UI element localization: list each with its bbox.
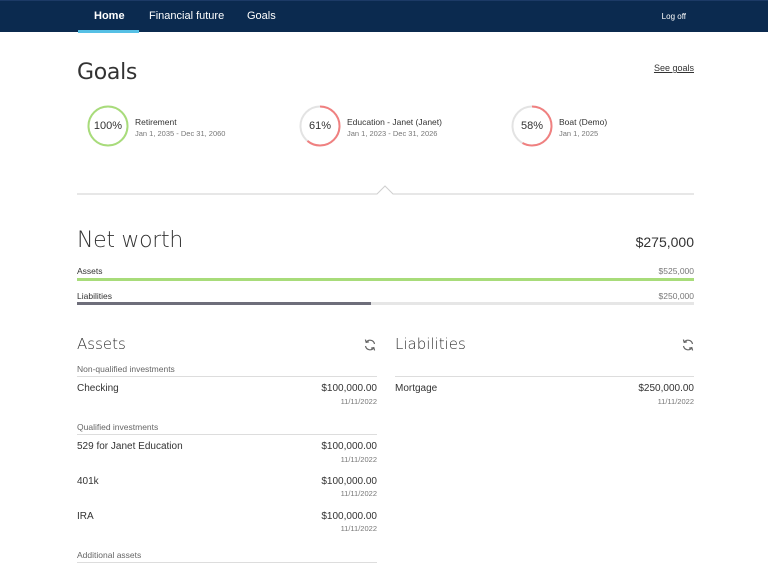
group-divider — [77, 434, 377, 435]
goal-dates: Jan 1, 2035 - Dec 31, 2060 — [135, 129, 226, 138]
net-worth-value: $275,000 — [635, 234, 694, 250]
liability-date: 11/11/2022 — [657, 397, 694, 406]
group-label-qualified: Qualified investments — [77, 422, 159, 432]
group-divider — [77, 376, 377, 377]
asset-name: Checking — [77, 383, 119, 394]
nav-financial-future[interactable]: Financial future — [149, 10, 225, 22]
asset-amount: $100,000.00 — [321, 511, 377, 522]
goal-name: Education - Janet (Janet) — [347, 117, 442, 127]
asset-amount: $100,000.00 — [321, 476, 377, 487]
asset-date: 11/11/2022 — [340, 455, 377, 464]
goal-progress-ring — [299, 105, 341, 147]
goal-dates: Jan 1, 2023 - Dec 31, 2026 — [347, 129, 438, 138]
asset-amount: $100,000.00 — [321, 383, 377, 394]
goal-dates: Jan 1, 2025 — [559, 129, 599, 138]
section-divider — [77, 185, 694, 195]
nav-active-indicator — [78, 30, 139, 33]
group-divider — [77, 562, 377, 563]
assets-bar-value: $525,000 — [658, 266, 694, 276]
goal-name: Retirement — [135, 117, 177, 127]
group-label-non-qualified: Non-qualified investments — [77, 364, 175, 374]
goal-name: Boat (Demo) — [559, 117, 608, 127]
group-divider — [395, 376, 694, 377]
nav-home[interactable]: Home — [94, 10, 125, 22]
liabilities-title: Liabilities — [395, 335, 466, 353]
nav-goals[interactable]: Goals — [247, 10, 276, 22]
group-label-additional: Additional assets — [77, 550, 142, 560]
goal-percent: 61% — [308, 120, 332, 132]
asset-name: 401k — [77, 476, 99, 487]
asset-date: 11/11/2022 — [340, 489, 377, 498]
goal-percent: 100% — [93, 120, 123, 132]
refresh-icon[interactable] — [681, 338, 695, 352]
assets-bar-fill — [77, 278, 694, 281]
liability-amount: $250,000.00 — [638, 383, 694, 394]
goal-progress-ring — [87, 105, 129, 147]
goals-title: Goals — [77, 60, 138, 85]
goal-percent: 58% — [520, 120, 544, 132]
liabilities-bar-value: $250,000 — [658, 291, 694, 301]
assets-bar — [77, 278, 694, 281]
asset-date: 11/11/2022 — [340, 524, 377, 533]
asset-name: IRA — [77, 511, 94, 522]
liabilities-bar-fill — [77, 302, 371, 305]
assets-bar-label: Assets — [77, 266, 103, 276]
asset-name: 529 for Janet Education — [77, 441, 183, 452]
liabilities-bar-label: Liabilities — [77, 291, 112, 301]
assets-title: Assets — [77, 335, 126, 353]
refresh-icon[interactable] — [363, 338, 377, 352]
goal-progress-ring — [511, 105, 553, 147]
see-goals-link[interactable]: See goals — [653, 63, 694, 73]
logoff-link[interactable]: Log off — [661, 12, 686, 21]
top-nav: Home Financial future Goals Log off — [0, 0, 768, 33]
net-worth-title: Net worth — [77, 228, 183, 253]
asset-amount: $100,000.00 — [321, 441, 377, 452]
liabilities-bar — [77, 302, 694, 305]
liability-name: Mortgage — [395, 383, 438, 394]
asset-date: 11/11/2022 — [340, 397, 377, 406]
